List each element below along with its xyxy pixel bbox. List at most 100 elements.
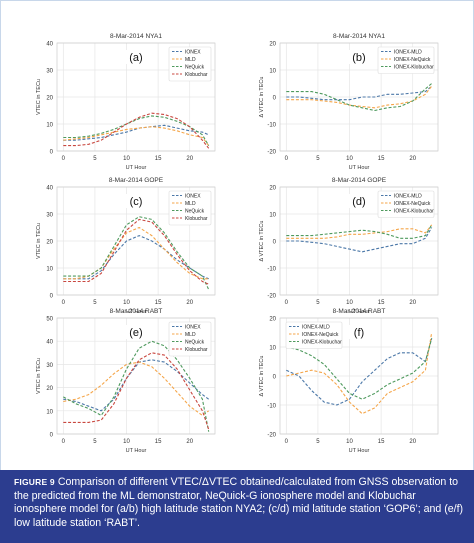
- x-tick-label: 5: [316, 156, 320, 162]
- plot-frame: [279, 186, 439, 296]
- legend-entry: Klobuchar: [185, 216, 208, 222]
- y-tick-label: -10: [267, 404, 276, 410]
- y-tick-label: 10: [269, 346, 276, 352]
- y-axis-label: VTEC in TECu: [36, 223, 42, 259]
- y-tick-label: -20: [267, 433, 276, 439]
- x-tick-label: 5: [93, 300, 97, 306]
- x-tick-label: 0: [62, 439, 66, 445]
- y-tick-label: 0: [273, 96, 277, 102]
- x-tick-label: 15: [378, 156, 385, 162]
- y-tick-label: -20: [267, 150, 276, 156]
- legend-entry: IONEX-Klobuchar: [302, 340, 342, 346]
- legend-entry: IONEX-NeQuick: [394, 57, 431, 63]
- x-axis-label: UT Hour: [126, 309, 147, 315]
- y-axis-label: Δ VTEC in TECu: [259, 221, 265, 262]
- x-axis-label: UT Hour: [126, 448, 147, 454]
- chart-title: 8-Mar-2014 RABT: [110, 308, 163, 315]
- x-tick-label: 5: [316, 439, 320, 445]
- chart-title: 8-Mar-2014 GOPE: [109, 177, 164, 184]
- y-tick-label: 20: [269, 186, 276, 192]
- figure-panels: 0 10 20 30 40 0 5 10 15 20 8-Mar-2014 NYA1 UT Hour V…: [36, 33, 439, 454]
- panel-label: (a): [129, 52, 142, 64]
- legend-entry: NeQuick: [185, 65, 205, 71]
- x-tick-label: 10: [123, 439, 130, 445]
- panel-label: (e): [129, 327, 142, 339]
- legend-box: [377, 46, 435, 74]
- y-tick-label: 30: [46, 363, 53, 369]
- chart-title: 8-Mar-2014 NYA1: [110, 33, 162, 40]
- legend-entry: MLD: [185, 332, 196, 338]
- series-line-ionex-klobuchar: [286, 83, 433, 112]
- x-tick-label: 0: [285, 439, 289, 445]
- legend-entry: IONEX-NeQuick: [394, 201, 431, 207]
- y-tick-label: 0: [50, 150, 54, 156]
- x-tick-label: 5: [316, 300, 320, 306]
- panel-label: (f): [354, 327, 364, 339]
- series-line-ionex: [63, 235, 209, 280]
- y-tick-label: 10: [269, 213, 276, 219]
- legend-entry: Klobuchar: [185, 72, 208, 78]
- x-tick-label: 0: [62, 300, 66, 306]
- series-line-ionex-mld: [286, 227, 433, 253]
- y-tick-label: -10: [267, 123, 276, 129]
- x-tick-label: 0: [285, 156, 289, 162]
- x-tick-label: 10: [123, 156, 130, 162]
- panel-label: (d): [352, 196, 365, 208]
- legend-entry: IONEX: [185, 325, 201, 331]
- legend-entry: MLD: [185, 57, 196, 63]
- x-tick-label: 15: [155, 156, 162, 162]
- legend-box: [285, 321, 343, 349]
- legend-entry: Klobuchar: [185, 347, 208, 353]
- x-tick-label: 20: [409, 156, 416, 162]
- x-tick-label: 15: [155, 439, 162, 445]
- x-tick-label: 0: [62, 156, 66, 162]
- legend-entry: IONEX-Klobuchar: [394, 209, 434, 215]
- chart-title: 8-Mar-2014 NYA1: [333, 33, 385, 40]
- x-tick-label: 20: [186, 439, 193, 445]
- y-tick-label: 40: [46, 42, 53, 48]
- series-line-mld: [63, 126, 210, 146]
- figure-label: FIGURE 9: [14, 477, 55, 487]
- plot-frame: [56, 186, 216, 296]
- y-tick-label: 30: [46, 213, 53, 219]
- figure-caption: FIGURE 9 Comparison of different VTEC/ΔVT…: [0, 470, 474, 543]
- x-tick-label: 5: [93, 439, 97, 445]
- y-tick-label: 10: [46, 123, 53, 129]
- x-tick-label: 15: [378, 439, 385, 445]
- y-tick-label: 10: [269, 69, 276, 75]
- panel-label-bg: [349, 194, 369, 208]
- x-axis-label: UT Hour: [349, 309, 370, 315]
- series-line-nequick: [63, 340, 210, 432]
- series-line-klobuchar: [63, 112, 210, 149]
- panel-label: (b): [352, 52, 365, 64]
- x-tick-label: 20: [186, 156, 193, 162]
- legend-entry: IONEX-MLD: [302, 325, 330, 331]
- series-line-ionex-klobuchar: [286, 338, 433, 400]
- y-tick-label: 0: [273, 240, 277, 246]
- x-tick-label: 20: [409, 300, 416, 306]
- legend-entry: IONEX: [185, 194, 201, 200]
- legend-entry: IONEX-NeQuick: [302, 332, 339, 338]
- panel-label-bg: [349, 325, 369, 339]
- x-tick-label: 20: [186, 300, 193, 306]
- x-axis-label: UT Hour: [349, 448, 370, 454]
- x-tick-label: 0: [285, 300, 289, 306]
- plot-frame: [56, 317, 216, 435]
- legend-entry: IONEX: [185, 50, 201, 56]
- series-line-ionex-klobuchar: [286, 224, 433, 239]
- legend-entry: MLD: [185, 201, 196, 207]
- y-tick-label: 10: [46, 409, 53, 415]
- panel-label: (c): [130, 196, 143, 208]
- panel-label-bg: [349, 50, 369, 64]
- chart-panel-c: 0 10 20 30 40 0 5 10 15 20 8-Mar-2014 GOPE UT Hour V…: [36, 177, 216, 315]
- series-line-ionex-nequick: [286, 224, 433, 239]
- panel-label-bg: [126, 325, 146, 339]
- series-line-klobuchar: [63, 352, 210, 430]
- series-line-ionex-mld: [286, 338, 433, 406]
